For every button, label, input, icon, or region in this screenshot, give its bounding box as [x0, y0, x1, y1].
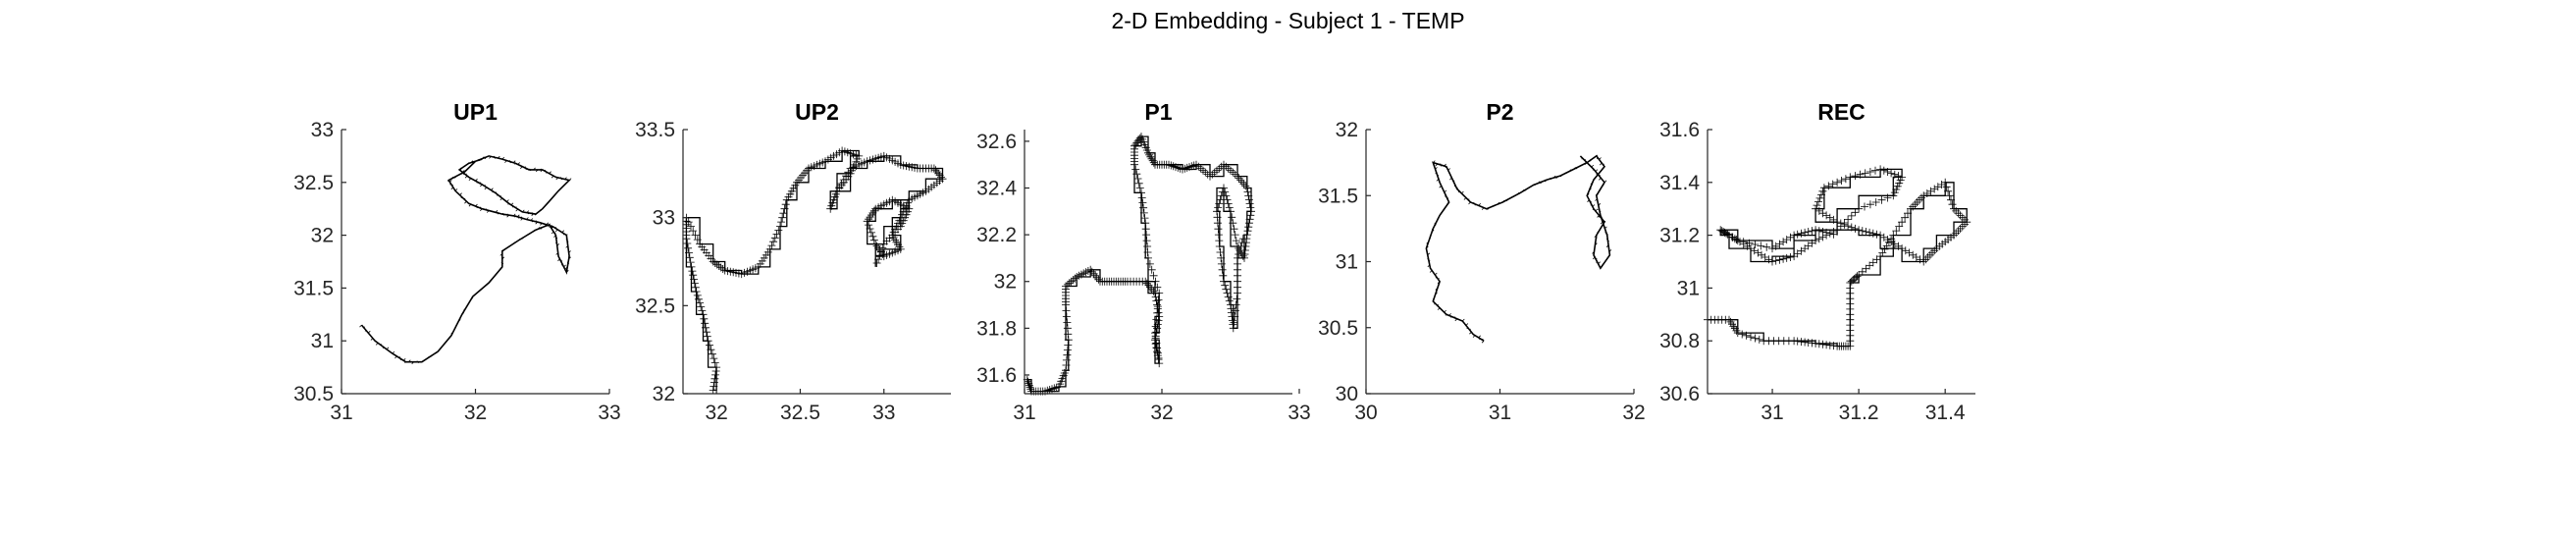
x-tick-label: 32.5: [780, 402, 820, 424]
x-tick-label: 31.2: [1839, 402, 1879, 424]
y-tick-label: 31: [311, 330, 334, 352]
x-tick-label: 31: [1761, 402, 1783, 424]
y-tick-label: 31.2: [1659, 225, 1700, 247]
y-tick-label: 31.6: [1659, 119, 1700, 141]
subplot-title: P1: [1144, 99, 1172, 125]
x-tick-label: 32: [705, 402, 727, 424]
y-tick-label: 31.5: [1318, 185, 1358, 207]
subplot-rec: 30.6 30.8 31 31.2 31.4 31.6 31 31.2 31.4 REC: [1659, 99, 1975, 424]
subplot-up2: 32 32.5 33 33.5 32 32.5 33 UP2: [635, 99, 951, 424]
y-tick-label: 30: [1336, 383, 1358, 405]
x-tick-label: 33: [872, 402, 895, 424]
y-tick-label: 31.8: [976, 317, 1017, 340]
x-tick-label: 32: [464, 402, 487, 424]
series-texture: [1704, 165, 1971, 350]
series-line: [360, 155, 571, 363]
x-tick-label: 30: [1354, 402, 1377, 424]
x-tick-label: 32: [1150, 402, 1173, 424]
subplot-title: P2: [1486, 99, 1513, 125]
y-tick-label: 31: [1336, 251, 1358, 274]
x-tick-label: 32: [1622, 402, 1645, 424]
y-tick-label: 30.5: [293, 383, 334, 405]
x-tick-label: 31: [1013, 402, 1035, 424]
series-texture: [1023, 133, 1255, 396]
y-tick-label: 32.5: [293, 172, 334, 194]
y-tick-label: 31.6: [976, 364, 1017, 387]
y-tick-label: 32: [653, 383, 675, 405]
y-tick-label: 33.5: [635, 119, 675, 141]
y-tick-label: 30.5: [1318, 317, 1358, 340]
subplot-title: UP1: [453, 99, 498, 125]
x-tick-label: 33: [598, 402, 620, 424]
y-tick-label: 32: [1336, 119, 1358, 141]
y-tick-label: 30.6: [1659, 383, 1700, 405]
y-tick-label: 31.5: [293, 277, 334, 299]
y-tick-label: 32: [994, 271, 1017, 294]
series-line: [1026, 135, 1252, 393]
series-texture: [682, 146, 947, 395]
series-line: [1425, 154, 1611, 342]
y-tick-label: 32.6: [976, 131, 1017, 153]
figure-title: 2-D Embedding - Subject 1 - TEMP: [1111, 8, 1465, 33]
y-tick-label: 32: [311, 225, 334, 247]
y-tick-label: 32.2: [976, 224, 1017, 246]
y-tick-label: 32.5: [635, 295, 675, 317]
y-tick-label: 31.4: [1659, 172, 1700, 194]
series-texture: [359, 155, 572, 364]
series-line: [685, 149, 944, 392]
subplot-title: REC: [1817, 99, 1866, 125]
x-tick-label: 33: [1288, 402, 1310, 424]
subplot-p2: 30 30.5 31 31.5 32 30 31 32 P2: [1318, 99, 1646, 424]
y-tick-label: 32.4: [976, 178, 1017, 200]
x-tick-label: 31.4: [1925, 402, 1966, 424]
x-tick-label: 31: [1489, 402, 1511, 424]
y-tick-label: 31: [1677, 277, 1700, 299]
y-tick-label: 30.8: [1659, 330, 1700, 352]
y-tick-label: 33: [311, 119, 334, 141]
subplot-p1: 31.6 31.8 32 32.2 32.4 32.6 31 32 33 P1: [976, 99, 1311, 424]
x-tick-label: 31: [330, 402, 352, 424]
y-tick-label: 33: [653, 207, 675, 230]
subplot-title: UP2: [795, 99, 839, 125]
